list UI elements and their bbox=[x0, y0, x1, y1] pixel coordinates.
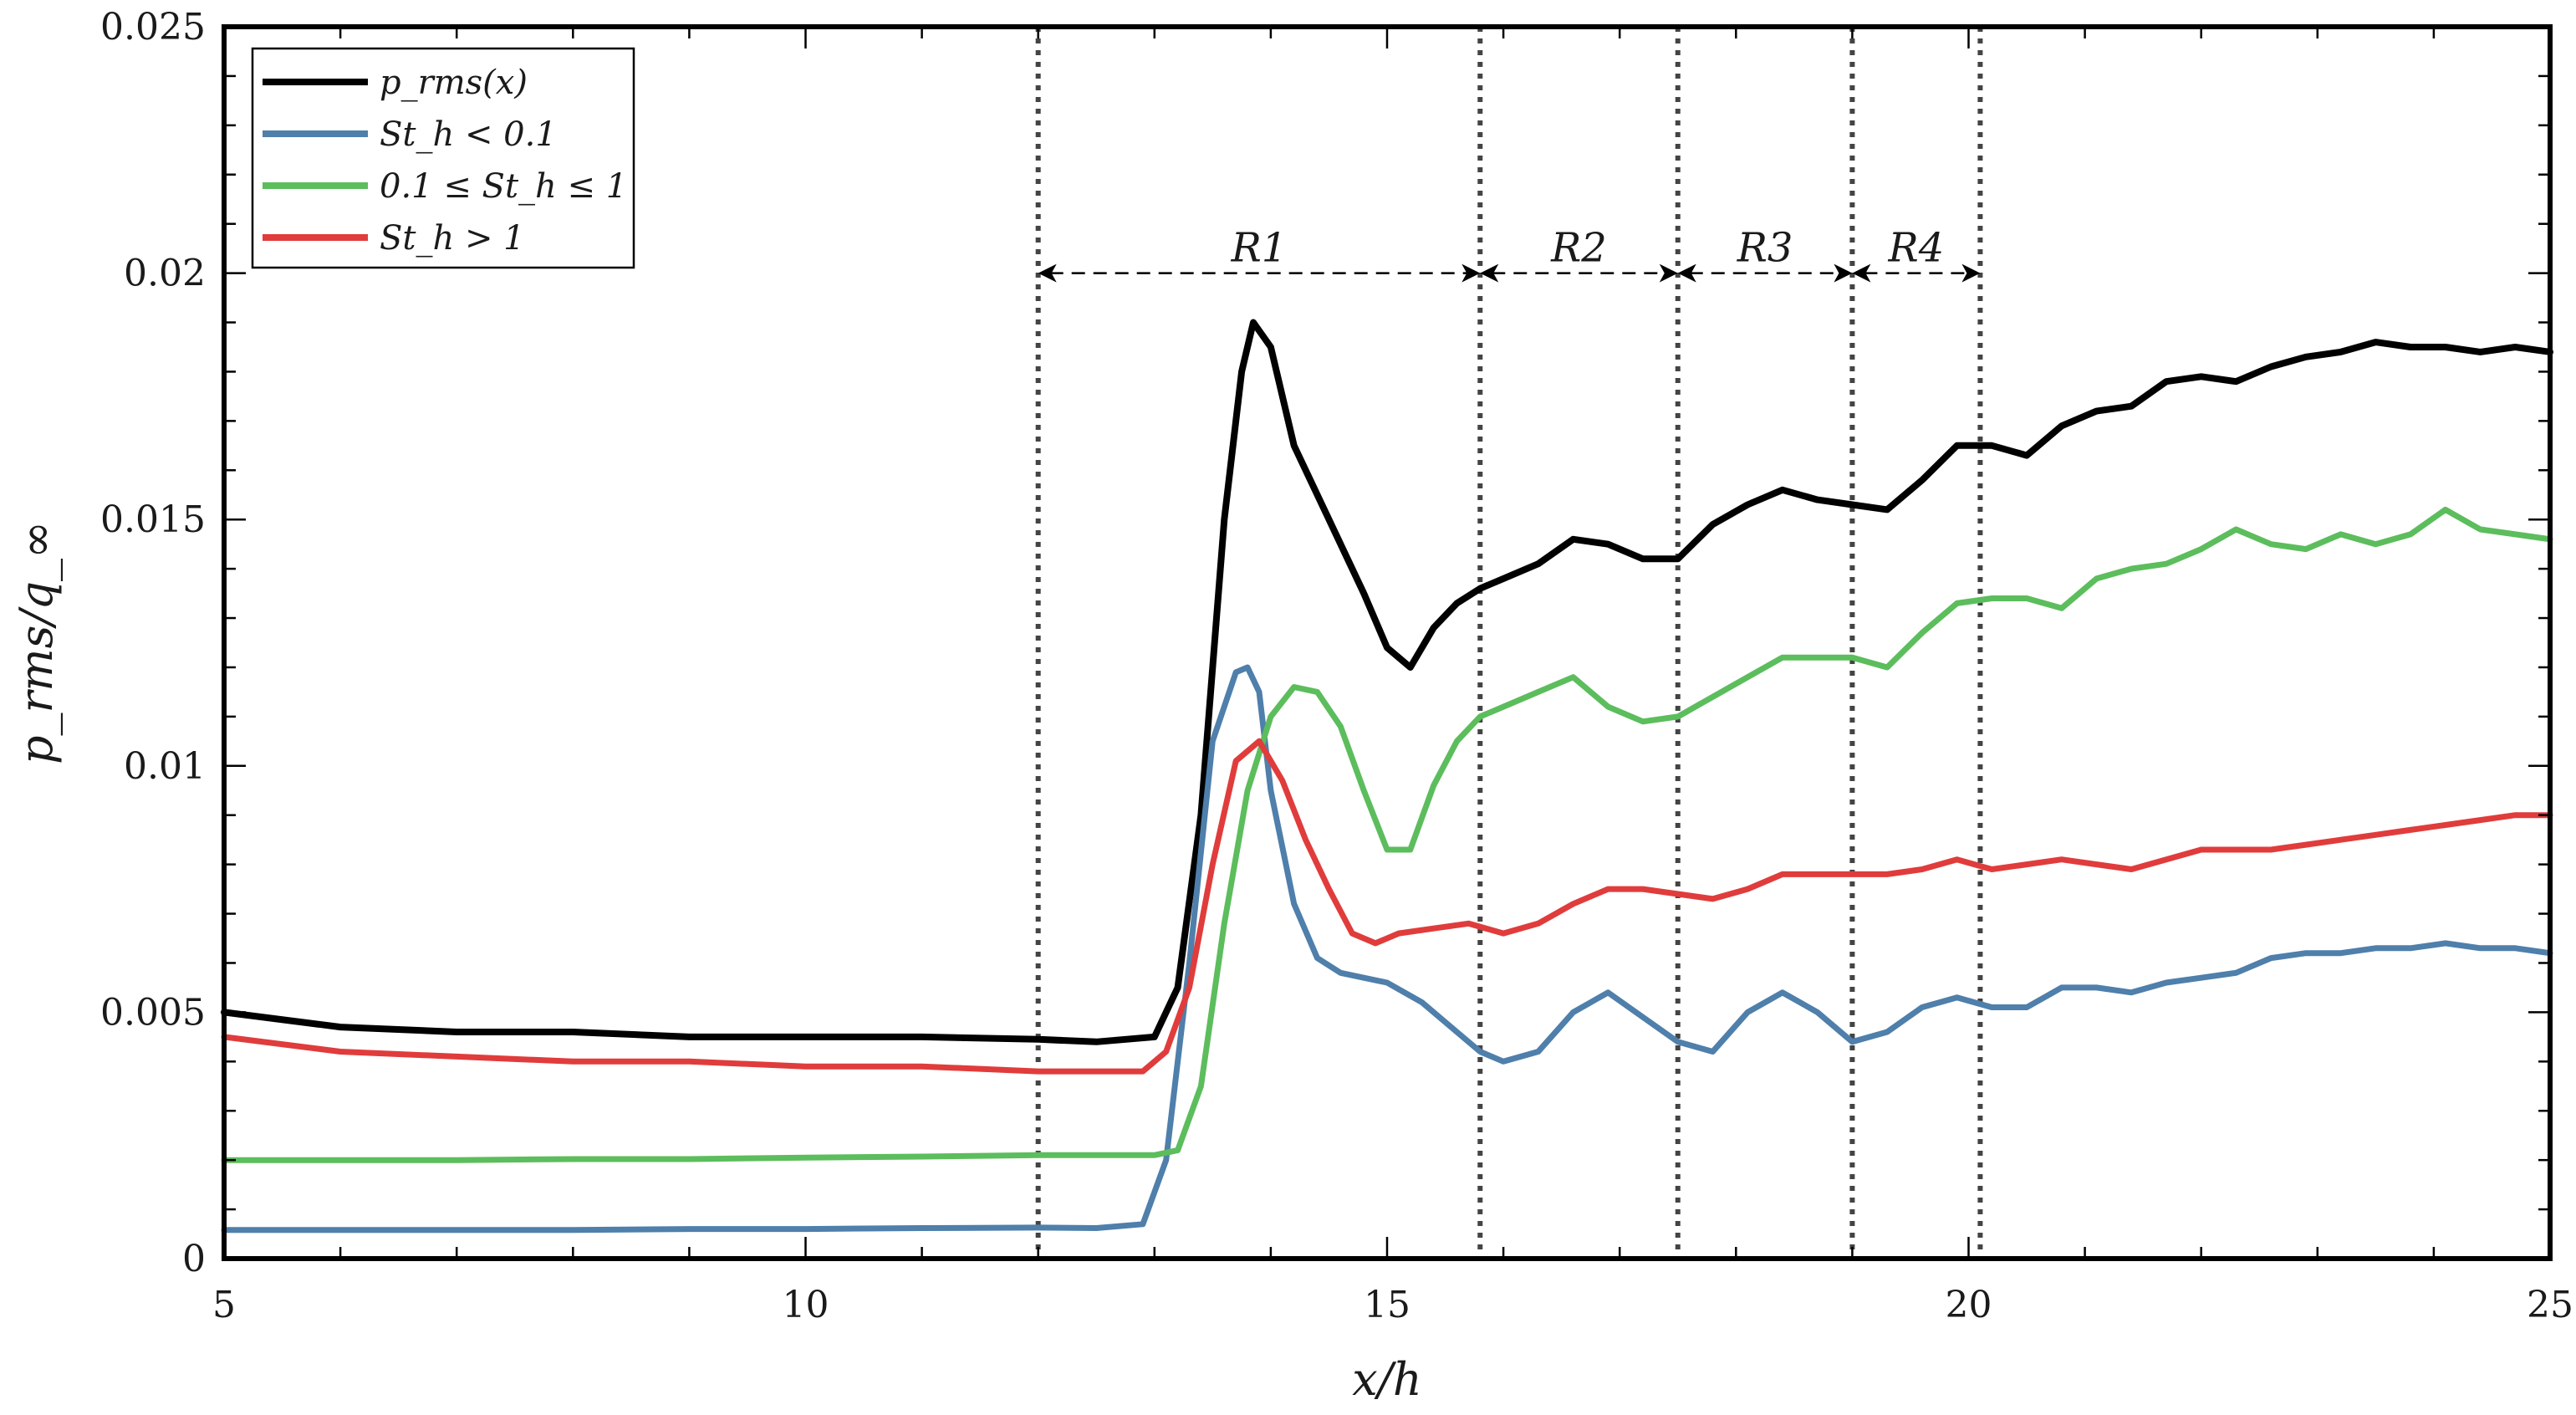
y-tick-label: 0 bbox=[182, 1238, 206, 1280]
region-arrowhead bbox=[1677, 263, 1696, 283]
legend-label: St_h < 0.1 bbox=[380, 115, 557, 154]
region-label: R2 bbox=[1550, 225, 1607, 272]
legend: p_rms(x) St_h < 0.1 0.1 ≤ St_h ≤ 1 St_h > 1 bbox=[251, 47, 635, 269]
legend-label: St_h > 1 bbox=[380, 219, 525, 258]
x-axis-label: x/h bbox=[1352, 1353, 1421, 1406]
y-tick-label: 0.005 bbox=[100, 991, 206, 1034]
region-arrowhead bbox=[1834, 263, 1853, 283]
x-tick-label: 25 bbox=[2527, 1284, 2573, 1326]
series-line bbox=[221, 664, 2553, 1234]
region-label: R4 bbox=[1888, 225, 1945, 272]
series-line bbox=[221, 738, 2553, 1075]
y-tick-label: 0.02 bbox=[124, 253, 206, 295]
region-arrowhead bbox=[1961, 263, 1981, 283]
y-tick-label: 0.015 bbox=[100, 498, 206, 541]
legend-label: 0.1 ≤ St_h ≤ 1 bbox=[380, 167, 627, 206]
x-tick-label: 15 bbox=[1364, 1284, 1410, 1326]
region-markers: R1 R2 R3 R4 bbox=[1035, 27, 1983, 1259]
plot-frame bbox=[222, 24, 2553, 1261]
y-axis-label: p_rms/q_∞ bbox=[10, 521, 63, 764]
y-tick-label: 0.025 bbox=[100, 6, 206, 49]
x-tick-label: 5 bbox=[212, 1284, 236, 1326]
x-tick-label: 20 bbox=[1946, 1284, 1992, 1326]
region-label: R1 bbox=[1231, 225, 1288, 272]
series-line bbox=[221, 506, 2553, 1163]
legend-items: p_rms(x) St_h < 0.1 0.1 ≤ St_h ≤ 1 St_h > 1 bbox=[263, 64, 627, 258]
axis-ticks: 5 10 15 20 25 0 0.005 0.01 0.015 0.02 0.025 bbox=[100, 6, 2573, 1326]
x-tick-label: 10 bbox=[783, 1284, 829, 1326]
region-label: R3 bbox=[1737, 225, 1793, 272]
legend-label: p_rms(x) bbox=[380, 64, 528, 102]
region-arrowhead bbox=[1659, 263, 1678, 283]
series-line bbox=[221, 319, 2553, 1045]
region-arrowhead bbox=[1480, 263, 1499, 283]
region-arrowhead bbox=[1038, 263, 1057, 283]
y-tick-label: 0.01 bbox=[124, 745, 206, 788]
region-arrowhead bbox=[1461, 263, 1481, 283]
region-arrowhead bbox=[1852, 263, 1871, 283]
series-lines bbox=[221, 319, 2553, 1234]
